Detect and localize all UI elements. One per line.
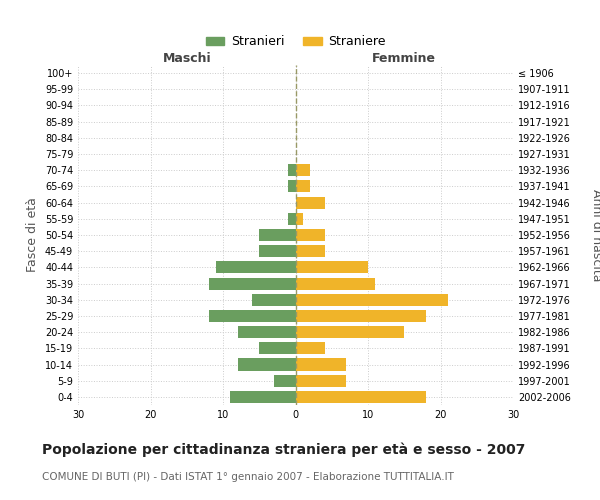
Bar bbox=[296, 294, 448, 306]
Bar bbox=[288, 164, 296, 176]
Bar bbox=[238, 326, 296, 338]
Bar bbox=[296, 164, 310, 176]
Bar bbox=[288, 180, 296, 192]
Bar bbox=[296, 391, 426, 403]
Bar bbox=[296, 374, 346, 387]
Bar bbox=[216, 262, 296, 274]
Bar bbox=[296, 212, 303, 225]
Bar bbox=[296, 310, 426, 322]
Bar bbox=[296, 342, 325, 354]
Bar bbox=[296, 278, 375, 289]
Text: COMUNE DI BUTI (PI) - Dati ISTAT 1° gennaio 2007 - Elaborazione TUTTITALIA.IT: COMUNE DI BUTI (PI) - Dati ISTAT 1° genn… bbox=[42, 472, 454, 482]
Bar bbox=[296, 229, 325, 241]
Text: Femmine: Femmine bbox=[372, 52, 436, 65]
Bar bbox=[296, 180, 310, 192]
Bar bbox=[209, 278, 296, 289]
Bar bbox=[274, 374, 296, 387]
Bar bbox=[296, 358, 346, 370]
Y-axis label: Anni di nascita: Anni di nascita bbox=[590, 188, 600, 281]
Bar bbox=[296, 262, 368, 274]
Bar bbox=[209, 310, 296, 322]
Legend: Stranieri, Straniere: Stranieri, Straniere bbox=[200, 30, 391, 54]
Text: Popolazione per cittadinanza straniera per età e sesso - 2007: Popolazione per cittadinanza straniera p… bbox=[42, 442, 526, 457]
Bar bbox=[296, 245, 325, 258]
Bar bbox=[259, 342, 296, 354]
Bar bbox=[296, 326, 404, 338]
Y-axis label: Fasce di età: Fasce di età bbox=[26, 198, 39, 272]
Bar bbox=[230, 391, 296, 403]
Bar bbox=[238, 358, 296, 370]
Bar bbox=[288, 212, 296, 225]
Bar bbox=[252, 294, 296, 306]
Bar bbox=[259, 229, 296, 241]
Text: Maschi: Maschi bbox=[163, 52, 211, 65]
Bar bbox=[296, 196, 325, 208]
Bar bbox=[259, 245, 296, 258]
